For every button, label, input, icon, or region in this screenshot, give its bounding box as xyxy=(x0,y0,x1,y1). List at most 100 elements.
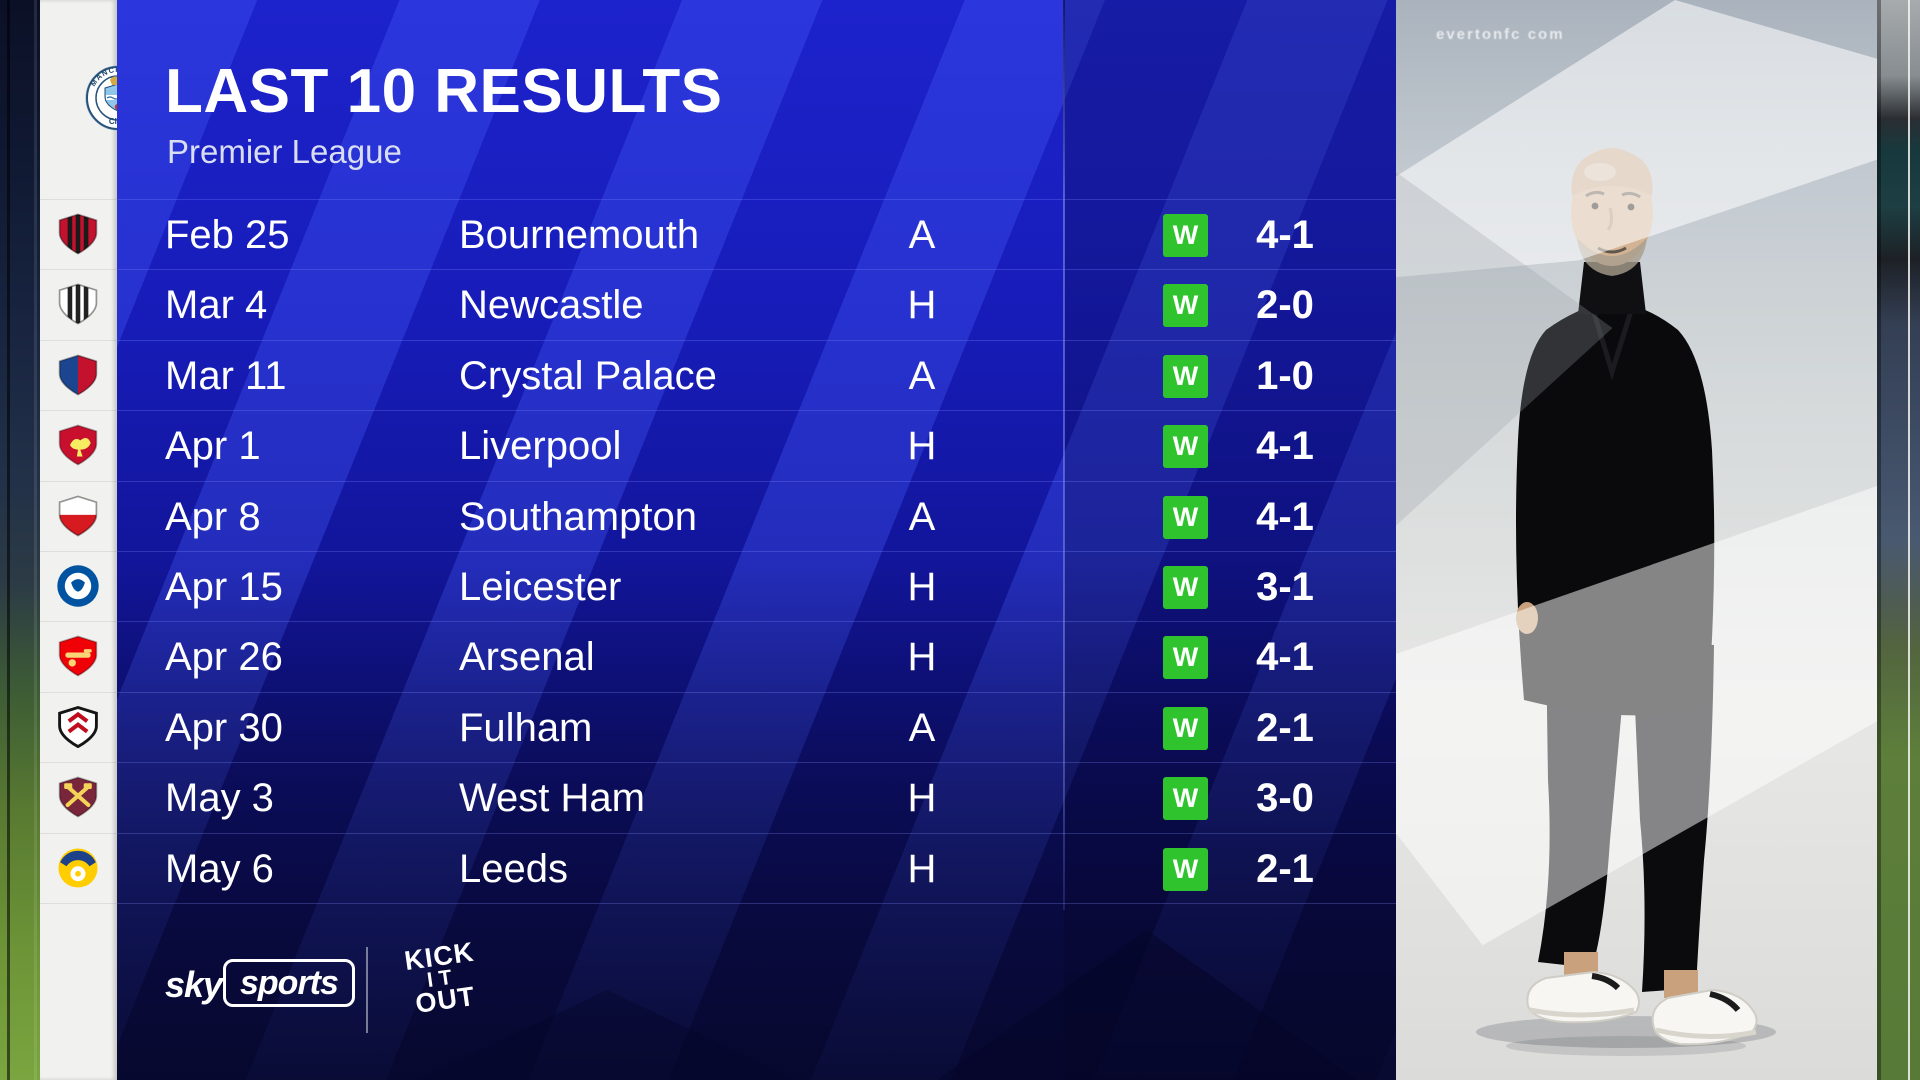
strip-separator xyxy=(40,832,117,834)
badge-arsenal-icon xyxy=(55,633,101,679)
match-date: Apr 1 xyxy=(165,424,261,469)
venue-indicator: H xyxy=(907,635,937,680)
opponent-name: Arsenal xyxy=(459,635,595,680)
badge-newcastle-icon xyxy=(55,281,101,327)
venue-indicator: A xyxy=(908,705,936,750)
venue-indicator: H xyxy=(907,846,937,891)
match-score: 3-0 xyxy=(1256,776,1314,821)
photo-panel: evertonfc com xyxy=(1396,0,1877,1080)
result-badge: W xyxy=(1163,566,1208,609)
result-row: Feb 25 Bournemouth A W 4-1 xyxy=(117,199,1396,270)
venue-indicator: H xyxy=(907,424,937,469)
strip-separator xyxy=(40,339,117,341)
result-row: Apr 15 Leicester H W 3-1 xyxy=(117,551,1396,622)
column-divider xyxy=(1063,0,1065,910)
result-row: May 6 Leeds H W 2-1 xyxy=(117,832,1396,904)
result-badge: W xyxy=(1163,636,1208,680)
match-score: 4-1 xyxy=(1256,424,1314,469)
opponent-name: Crystal Palace xyxy=(459,353,717,398)
strip-separator xyxy=(40,691,117,693)
edge-highlight-line xyxy=(1908,0,1910,1080)
strip-separator xyxy=(40,199,117,200)
strip-separator xyxy=(40,480,117,482)
kick-it-out-logo-icon: KICK IT OUT xyxy=(392,937,496,1042)
venue-indicator: A xyxy=(908,213,936,257)
result-badge: W xyxy=(1163,777,1208,821)
match-date: Mar 11 xyxy=(165,353,287,398)
opponent-name: Liverpool xyxy=(459,424,622,469)
result-badge: W xyxy=(1163,495,1208,539)
match-score: 2-0 xyxy=(1256,283,1314,328)
match-score: 1-0 xyxy=(1256,353,1314,398)
result-badge: W xyxy=(1163,214,1208,257)
edge-shadow-line xyxy=(1877,0,1881,1080)
video-edge-left xyxy=(0,0,40,1080)
opponent-name: West Ham xyxy=(459,776,645,821)
opponent-name: Fulham xyxy=(459,705,593,750)
logo-divider xyxy=(366,947,368,1033)
opponent-name: Southampton xyxy=(459,494,697,539)
result-badge: W xyxy=(1163,706,1208,750)
badge-liverpool-icon xyxy=(55,422,101,468)
opponent-name: Leicester xyxy=(459,565,622,609)
match-score: 4-1 xyxy=(1256,213,1314,257)
result-badge: W xyxy=(1163,284,1208,328)
list-bottom-rule xyxy=(117,903,1396,904)
badge-leeds-icon xyxy=(55,845,101,891)
match-date: Apr 26 xyxy=(165,635,283,680)
edge-shadow-line xyxy=(7,0,10,1080)
result-row: May 3 West Ham H W 3-0 xyxy=(117,762,1396,833)
match-date: May 6 xyxy=(165,846,274,891)
badge-crystal-palace-icon xyxy=(55,352,101,398)
result-badge: W xyxy=(1163,354,1208,398)
match-score: 4-1 xyxy=(1256,494,1314,539)
stadium-watermark: evertonfc com xyxy=(1436,26,1565,43)
badge-west-ham-icon xyxy=(55,774,101,820)
venue-indicator: H xyxy=(907,565,937,609)
match-date: Apr 8 xyxy=(165,494,261,539)
opponent-name: Leeds xyxy=(459,846,568,891)
venue-indicator: H xyxy=(907,283,937,328)
result-row: Apr 30 Fulham A W 2-1 xyxy=(117,691,1396,763)
badge-southampton-icon xyxy=(55,493,101,539)
video-edge-right xyxy=(1877,0,1920,1080)
match-date: Feb 25 xyxy=(165,213,290,257)
score-column-shade xyxy=(1064,0,1396,1080)
badge-bournemouth-icon xyxy=(55,211,101,257)
page-title: LAST 10 RESULTS xyxy=(165,57,723,126)
match-score: 4-1 xyxy=(1256,635,1314,680)
match-score: 3-1 xyxy=(1256,565,1314,609)
sky-sports-logo: sports xyxy=(223,959,355,1007)
match-date: Apr 30 xyxy=(165,705,283,750)
competition-subtitle: Premier League xyxy=(167,133,402,170)
manager-photo-illustration xyxy=(1476,148,1776,1056)
opponent-name: Newcastle xyxy=(459,283,644,328)
strip-separator xyxy=(40,621,117,623)
strip-separator xyxy=(40,551,117,552)
match-date: Apr 15 xyxy=(165,565,283,609)
edge-highlight-line xyxy=(34,0,37,1080)
result-row: Mar 11 Crystal Palace A W 1-0 xyxy=(117,339,1396,411)
result-badge: W xyxy=(1163,847,1208,891)
sky-logo: sky xyxy=(165,964,223,1005)
match-date: Mar 4 xyxy=(165,283,268,328)
result-row: Apr 8 Southampton A W 4-1 xyxy=(117,480,1396,552)
venue-indicator: A xyxy=(908,353,936,398)
badge-leicester-icon xyxy=(55,563,101,609)
match-date: May 3 xyxy=(165,776,274,821)
result-row: Apr 26 Arsenal H W 4-1 xyxy=(117,621,1396,692)
strip-separator xyxy=(40,410,117,412)
club-badge-strip: MANCHESTER CITY xyxy=(40,0,151,1080)
opponent-name: Bournemouth xyxy=(459,213,700,257)
strip-separator xyxy=(40,269,117,271)
result-badge: W xyxy=(1163,425,1208,469)
result-row: Apr 1 Liverpool H W 4-1 xyxy=(117,410,1396,481)
results-panel: LAST 10 RESULTS Premier League Feb 25 Bou… xyxy=(117,0,1396,1080)
badge-fulham-icon xyxy=(55,704,101,750)
venue-indicator: A xyxy=(908,494,936,539)
strip-separator xyxy=(40,762,117,764)
venue-indicator: H xyxy=(907,776,937,821)
match-score: 2-1 xyxy=(1256,846,1314,891)
strip-separator xyxy=(40,903,117,904)
